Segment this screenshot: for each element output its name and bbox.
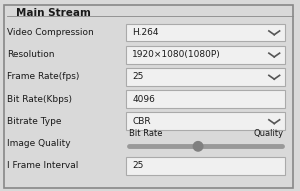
Text: Resolution: Resolution bbox=[7, 50, 55, 59]
Text: Quality: Quality bbox=[254, 129, 284, 138]
FancyBboxPatch shape bbox=[126, 112, 285, 130]
Text: Video Compression: Video Compression bbox=[7, 28, 94, 37]
FancyBboxPatch shape bbox=[4, 5, 293, 188]
Text: Bit Rate: Bit Rate bbox=[129, 129, 163, 138]
Text: CBR: CBR bbox=[132, 117, 151, 126]
Text: Image Quality: Image Quality bbox=[7, 139, 71, 148]
FancyBboxPatch shape bbox=[126, 68, 285, 86]
Ellipse shape bbox=[193, 142, 203, 151]
Text: 25: 25 bbox=[132, 161, 143, 170]
Text: 1920×1080(1080P): 1920×1080(1080P) bbox=[132, 50, 221, 59]
FancyBboxPatch shape bbox=[126, 23, 285, 41]
FancyBboxPatch shape bbox=[126, 157, 285, 175]
FancyBboxPatch shape bbox=[126, 46, 285, 64]
Text: Bit Rate(Kbps): Bit Rate(Kbps) bbox=[7, 95, 72, 104]
Text: 4096: 4096 bbox=[132, 95, 155, 104]
Text: Frame Rate(fps): Frame Rate(fps) bbox=[7, 72, 80, 81]
Text: H.264: H.264 bbox=[132, 28, 159, 37]
Text: I Frame Interval: I Frame Interval bbox=[7, 161, 79, 170]
Text: Bitrate Type: Bitrate Type bbox=[7, 117, 62, 126]
FancyBboxPatch shape bbox=[126, 90, 285, 108]
Text: 25: 25 bbox=[132, 72, 143, 81]
Text: Main Stream: Main Stream bbox=[16, 8, 91, 18]
